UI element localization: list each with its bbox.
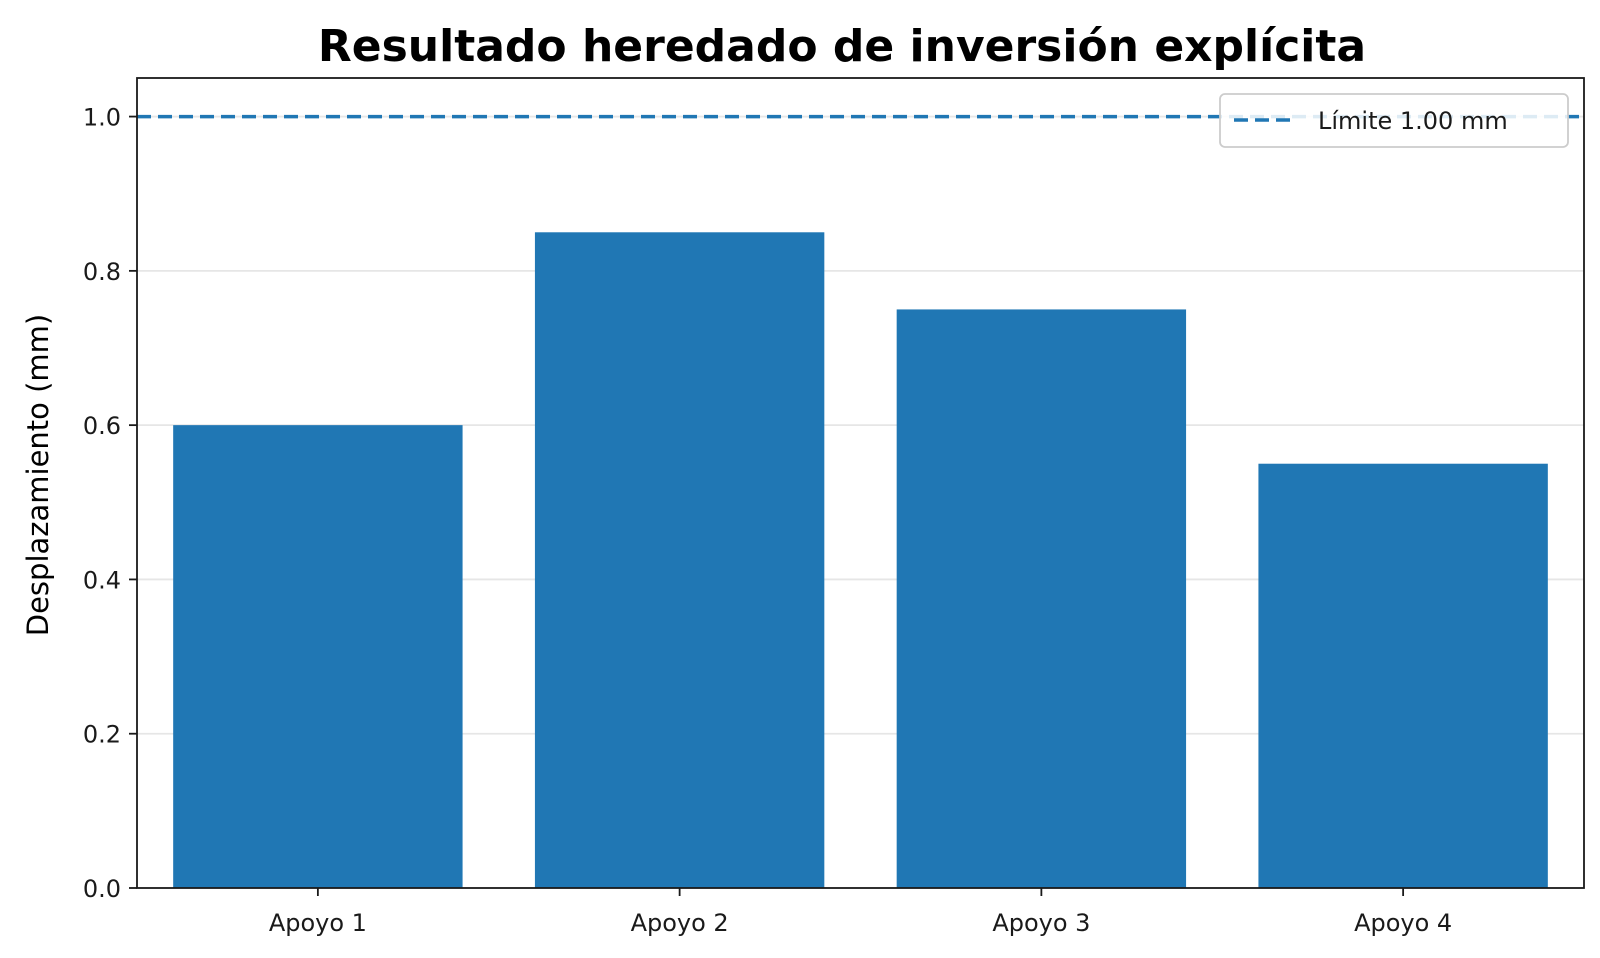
- x-tick-label: Apoyo 1: [269, 909, 367, 937]
- y-tick-label: 0.2: [83, 721, 121, 749]
- y-tick-label: 1.0: [83, 104, 121, 132]
- y-tick-label: 0.6: [83, 412, 121, 440]
- x-axis-ticks: Apoyo 1 Apoyo 2 Apoyo 3 Apoyo 4: [269, 888, 1452, 937]
- y-tick-label: 0.0: [83, 875, 121, 903]
- legend-label: Límite 1.00 mm: [1318, 107, 1508, 135]
- plot-frame: [136, 77, 1585, 889]
- bars: [173, 232, 1548, 889]
- y-axis-ticks: 0.0 0.2 0.4 0.6 0.8 1.0: [83, 104, 137, 903]
- x-tick-label: Apoyo 3: [992, 909, 1090, 937]
- bar-4: [1258, 463, 1548, 888]
- y-tick-label: 0.8: [83, 258, 121, 286]
- y-axis-label: Desplazamiento (mm): [21, 314, 55, 637]
- legend-box: [1219, 93, 1569, 148]
- bar-2: [534, 232, 825, 889]
- legend: Límite 1.00 mm: [1219, 93, 1569, 148]
- x-tick-label: Apoyo 2: [631, 909, 729, 937]
- x-tick-label: Apoyo 4: [1354, 909, 1452, 937]
- y-tick-label: 0.4: [83, 566, 121, 594]
- bar-1: [173, 425, 463, 888]
- bar-3: [896, 309, 1187, 888]
- chart-title: Resultado heredado de inversión explícit…: [318, 21, 1366, 72]
